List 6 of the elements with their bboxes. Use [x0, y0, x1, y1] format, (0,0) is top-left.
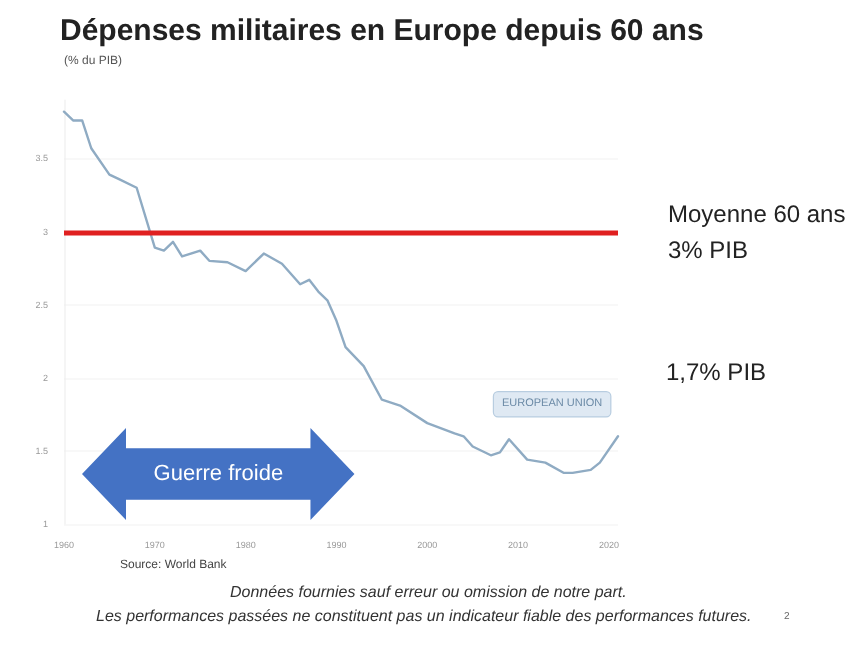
text: Données fournies sauf erreur ou omission de notre part.: [230, 583, 627, 601]
ref-line-label: Moyenne 60 ans 3% PIB: [668, 199, 846, 264]
text: Les performances passées ne constituent pas un indicateur fiable des performances futures.: [96, 607, 752, 625]
chart-title: Dépenses militaires en Europe depuis 60 ans: [60, 14, 704, 48]
annotation: Guerre froide: [151, 459, 286, 488]
text: 1,7% PIB: [666, 358, 767, 386]
